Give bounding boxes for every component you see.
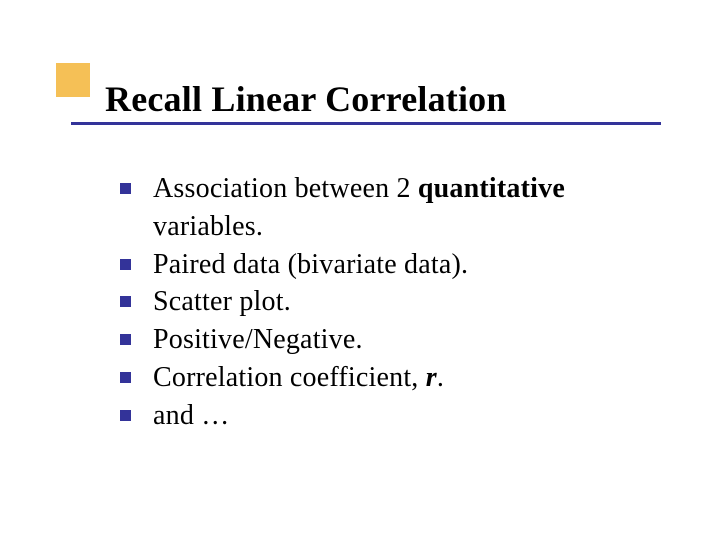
slide-title: Recall Linear Correlation (105, 78, 507, 120)
title-underline (71, 122, 661, 125)
list-item: Paired data (bivariate data). (120, 246, 640, 284)
list-item-text: Scatter plot. (153, 283, 291, 321)
list-item: Positive/Negative. (120, 321, 640, 359)
square-bullet-icon (120, 259, 131, 270)
title-accent-block (56, 63, 90, 97)
square-bullet-icon (120, 372, 131, 383)
square-bullet-icon (120, 334, 131, 345)
list-item: and … (120, 397, 640, 435)
square-bullet-icon (120, 296, 131, 307)
square-bullet-icon (120, 183, 131, 194)
list-item-text: Correlation coefficient, r. (153, 359, 444, 397)
list-item-text: Association between 2 quantitative varia… (153, 170, 640, 246)
list-item-text: and … (153, 397, 229, 435)
slide: Recall Linear Correlation Association be… (0, 0, 720, 540)
list-item-text: Paired data (bivariate data). (153, 246, 468, 284)
list-item-text: Positive/Negative. (153, 321, 363, 359)
list-item: Association between 2 quantitative varia… (120, 170, 640, 246)
list-item: Scatter plot. (120, 283, 640, 321)
list-item: Correlation coefficient, r. (120, 359, 640, 397)
slide-body: Association between 2 quantitative varia… (120, 170, 640, 435)
square-bullet-icon (120, 410, 131, 421)
